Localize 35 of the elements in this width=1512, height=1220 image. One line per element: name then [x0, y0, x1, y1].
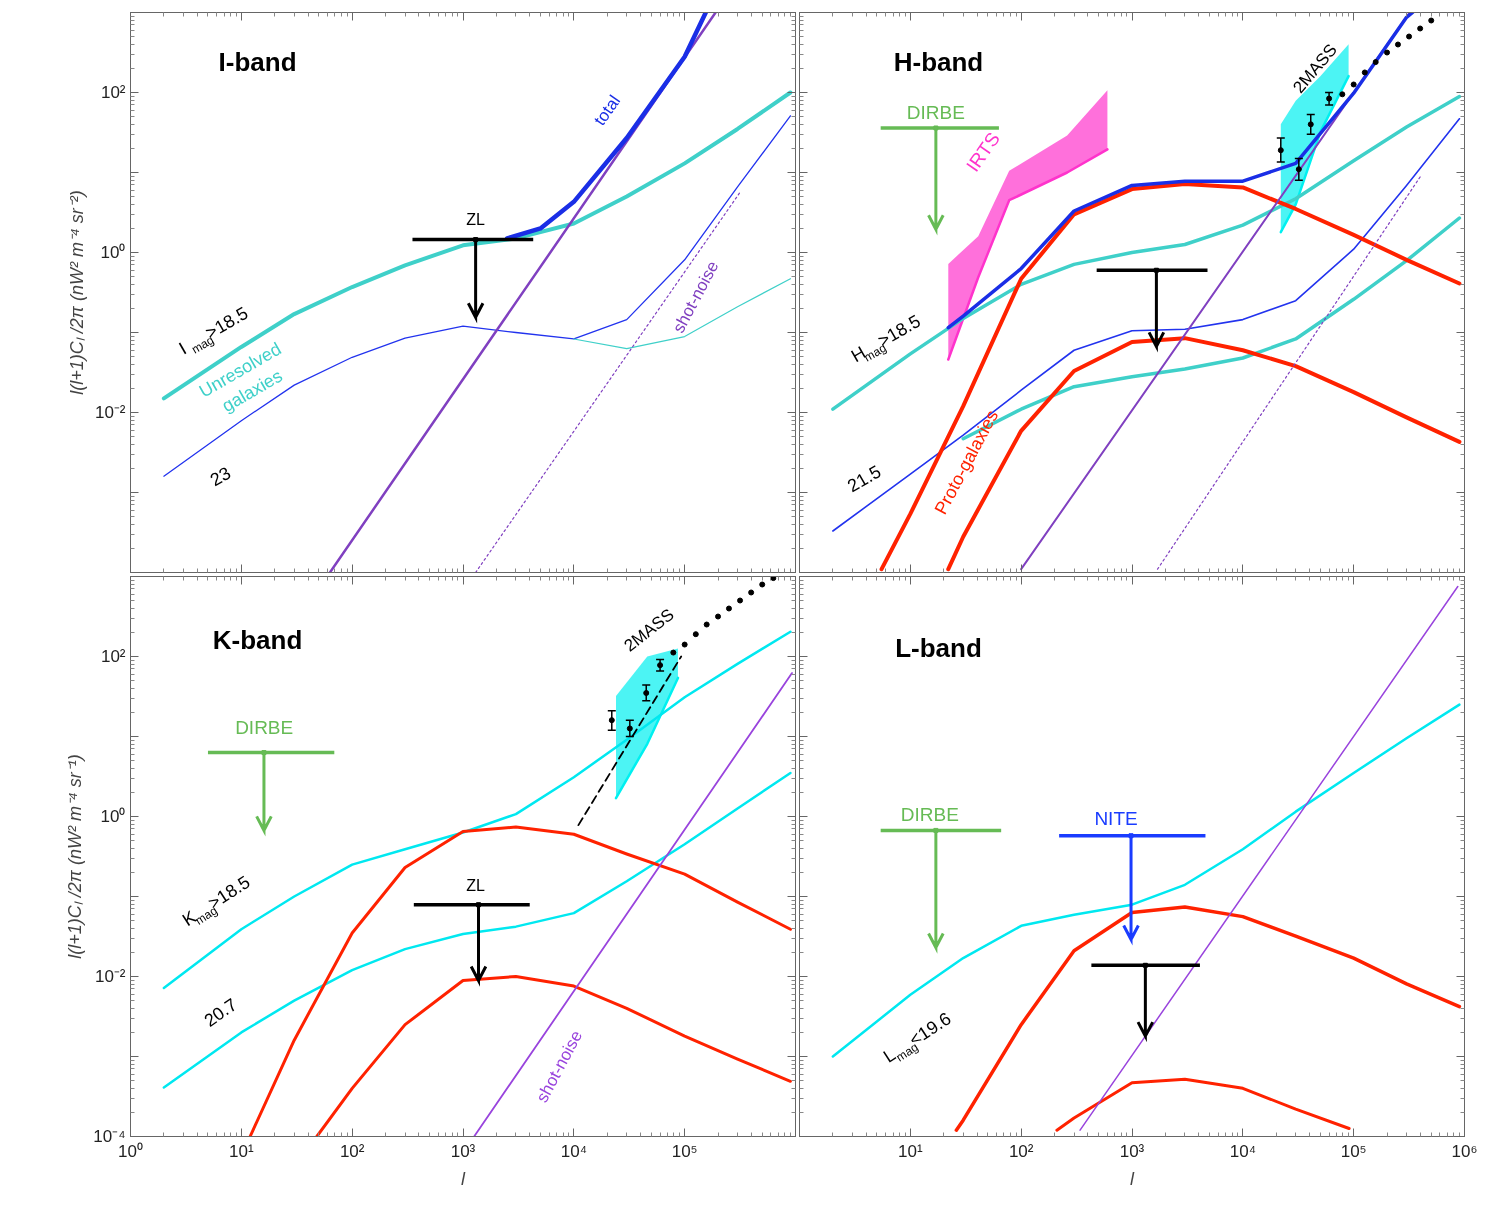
x-axis-title: l: [1130, 1168, 1135, 1189]
annotation: ZL: [466, 876, 486, 894]
y-axis-title: l(l+1)Cₗ /2π (nW² m⁻⁴ sr⁻¹): [65, 754, 86, 959]
y-tick-label: 10⁰: [100, 807, 126, 826]
annotation: K-band: [212, 625, 303, 656]
annotation: 21.5: [844, 461, 885, 497]
x-axis-title: l: [461, 1168, 466, 1189]
x-tick-label: 10²: [1008, 1141, 1034, 1161]
x-tick-label: 10⁶: [1451, 1141, 1478, 1161]
y-tick-label: 10⁰: [100, 243, 126, 262]
annotation: DIRBE: [235, 716, 294, 738]
x-tick-label: 10⁴: [1229, 1141, 1256, 1161]
x-tick-label: 10¹: [898, 1141, 923, 1161]
y-tick-label: 10⁻²: [94, 403, 126, 422]
x-tick-label: 10³: [1119, 1141, 1145, 1161]
annotation: 20.7: [200, 994, 241, 1031]
x-tick-label: 10²: [339, 1141, 365, 1161]
y-tick-label: 10²: [100, 647, 126, 666]
annotation: Lmag<19.6: [879, 1008, 955, 1067]
x-tick-label: 10⁴: [560, 1141, 587, 1161]
annotation: H-band: [893, 47, 984, 78]
annotation: 23: [206, 462, 235, 491]
annotation: ZL: [466, 210, 486, 228]
x-tick-label: 10⁵: [1340, 1141, 1367, 1161]
annotation: NITE: [1094, 807, 1138, 829]
annotation: DIRBE: [906, 102, 965, 124]
annotation: I-band: [218, 47, 297, 78]
y-axis-title: l(l+1)Cₗ /2π (nW² m⁻⁴ sr⁻²): [66, 190, 87, 395]
annotation: DIRBE: [900, 804, 959, 825]
x-tick-label: 10¹: [229, 1141, 254, 1161]
y-tick-label: 10⁻²: [94, 967, 126, 986]
x-tick-label: 10⁵: [671, 1141, 698, 1161]
annotation: L-band: [895, 632, 982, 663]
x-tick-label: 10³: [450, 1141, 476, 1161]
y-tick-label: 10²: [100, 83, 126, 102]
